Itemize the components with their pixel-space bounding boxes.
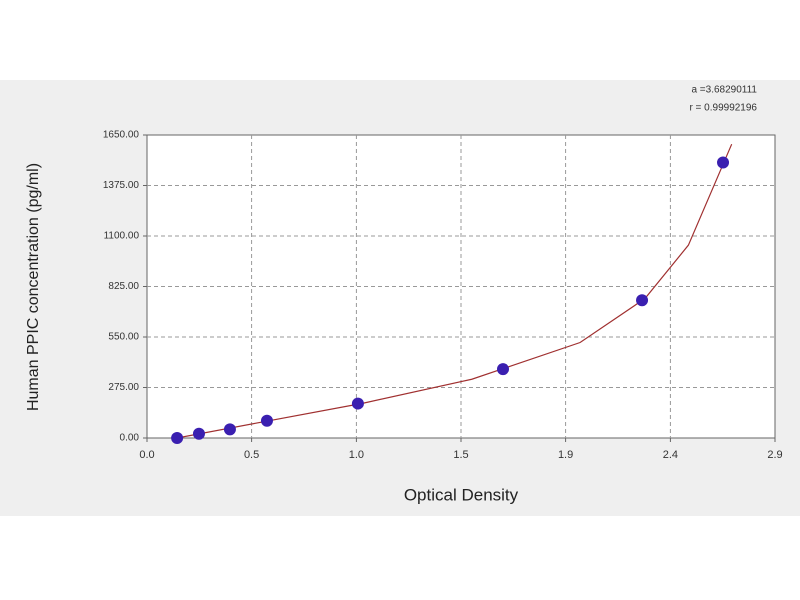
y-tick-label: 1375.00 <box>103 180 140 191</box>
y-tick-label: 1650.00 <box>103 130 140 141</box>
data-point <box>636 294 649 307</box>
annotation: r = 0.99992196 <box>689 103 757 114</box>
data-point <box>260 414 273 427</box>
data-point <box>171 432 184 444</box>
x-tick-label: 2.4 <box>663 449 678 461</box>
data-point <box>223 423 236 436</box>
y-tick-label: 0.00 <box>120 433 140 444</box>
y-tick-label: 550.00 <box>108 332 139 343</box>
y-tick-label: 825.00 <box>108 281 139 292</box>
annotation: a =3.68290111 <box>691 85 757 96</box>
fit-line <box>176 143 733 438</box>
x-tick-label: 0.5 <box>244 449 259 461</box>
x-tick-label: 2.9 <box>767 449 782 461</box>
data-point <box>351 397 364 410</box>
y-tick-label: 1100.00 <box>104 231 140 242</box>
x-tick-label: 1.9 <box>558 449 573 461</box>
x-tick-label: 1.0 <box>349 449 364 461</box>
y-tick-label: 275.00 <box>108 382 139 393</box>
data-point <box>192 427 205 440</box>
data-point <box>717 156 730 169</box>
y-axis-label: Human PPIC concentration (pg/ml) <box>25 163 42 411</box>
x-tick-label: 1.5 <box>453 449 468 461</box>
data-point <box>497 363 510 376</box>
x-tick-label: 0.0 <box>139 449 154 461</box>
x-axis-label: Optical Density <box>404 485 519 504</box>
